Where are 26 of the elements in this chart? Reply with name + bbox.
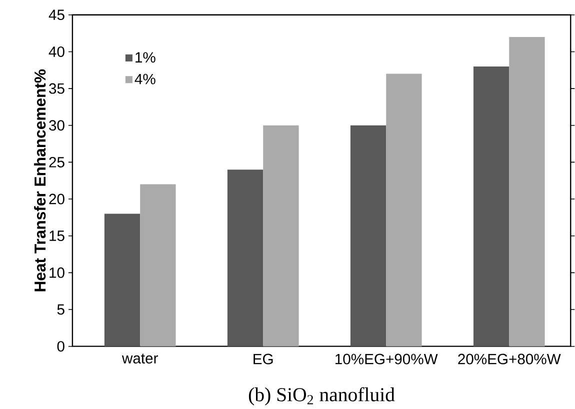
y-tick-label: 25 [49, 157, 64, 168]
y-tick-label: 40 [48, 46, 64, 58]
y-tick-label: 15 [50, 230, 64, 242]
bar [140, 184, 176, 346]
bar [350, 125, 386, 346]
legend-label: 1% [136, 52, 156, 63]
bar [227, 170, 264, 346]
bar [473, 66, 510, 346]
y-tick-label: 5 [57, 304, 64, 315]
bar [104, 214, 140, 346]
text: (b) SiO$_{2}$ nanofluid [248, 387, 395, 406]
legend-label: 4% [134, 74, 156, 84]
bar [509, 37, 545, 346]
y-axis-title: Heat Transfer Enhancement% [34, 69, 46, 292]
bar [263, 125, 299, 346]
y-tick-label: 30 [49, 120, 64, 131]
x-tick-label: EG [254, 354, 273, 364]
x-tick-label: water [122, 354, 158, 364]
y-tick-label: 0 [57, 341, 64, 352]
y-tick-label: 10 [50, 267, 64, 278]
y-tick-label: 20 [49, 194, 64, 204]
x-tick-label: 20%EG+80%W [458, 354, 561, 364]
bar [386, 74, 422, 346]
x-tick-label: 10%EG+90%W [336, 354, 438, 364]
y-tick-label: 35 [49, 83, 64, 94]
y-tick-label: 45 [48, 10, 64, 20]
